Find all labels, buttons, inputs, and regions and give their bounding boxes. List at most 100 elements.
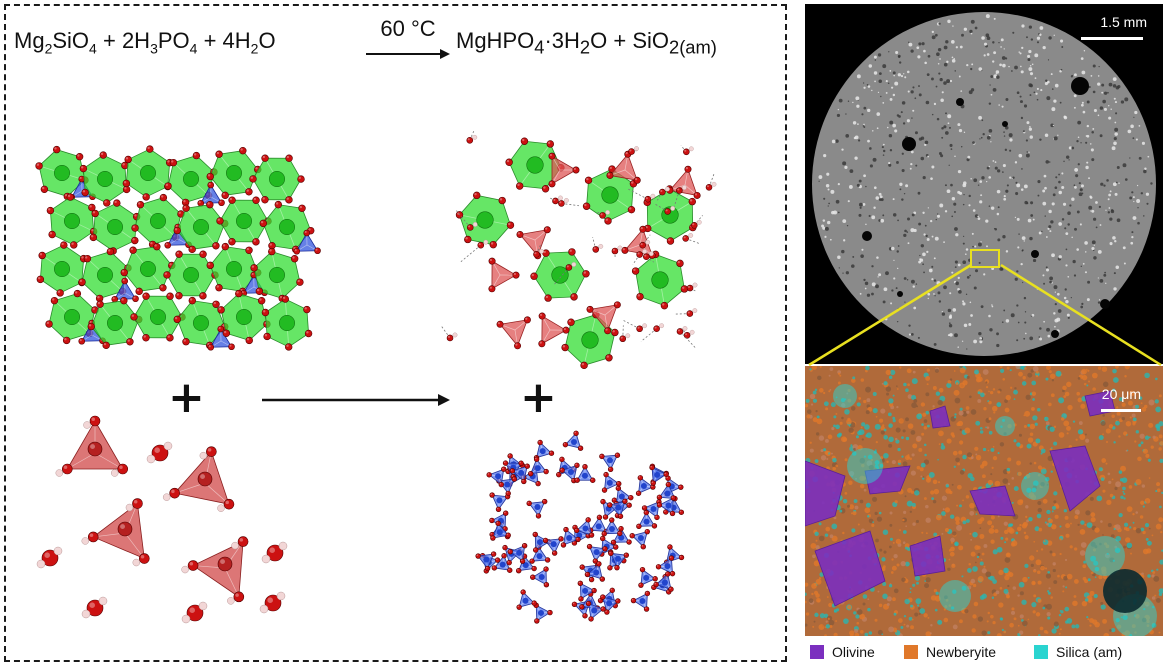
water-molecule (186, 604, 204, 622)
hydrogen-atom (276, 591, 286, 601)
oxygen-atom (466, 137, 474, 144)
hydrogen-atom (81, 537, 89, 545)
oxygen-atom (659, 188, 666, 196)
oxygen-atom (628, 148, 635, 155)
hydrogen-atom (605, 209, 610, 215)
p-tetrahedron (499, 319, 529, 347)
oxygen-atom (619, 335, 627, 343)
hydrogen-atom (199, 451, 208, 460)
plus-sign-left: + (168, 372, 205, 423)
oxygen-atom (636, 325, 643, 333)
hydrogen-atom (181, 614, 191, 624)
hydrogen-atom (227, 597, 235, 605)
olivine-grain (1049, 445, 1101, 512)
hydrogen-atom (217, 504, 225, 512)
oxygen-atom (592, 246, 600, 253)
hydrogen-atom (598, 243, 604, 249)
olivine-grain (969, 485, 1016, 517)
oxygen-atom (705, 184, 713, 191)
transformation-arrow-icon (262, 394, 450, 406)
hydrogen-atom (645, 239, 651, 245)
hydrogen-atom (692, 308, 698, 313)
oxygen-atom (477, 241, 485, 249)
hydrogen-atom (670, 206, 676, 211)
hydrogen-atom (146, 454, 156, 464)
hydrogen-atom (278, 541, 288, 551)
p-tetrahedron (589, 304, 618, 332)
ct-pore (897, 291, 903, 297)
zoom-connector (808, 263, 1162, 367)
reaction-arrow-icon (366, 49, 450, 59)
reactant-olivine: Mg2SiO4 (14, 28, 97, 57)
hydrogen-atom (642, 323, 648, 329)
hydrogen-atom (634, 146, 639, 151)
eds-scale-label: 20 μm (1101, 386, 1141, 402)
ct-pore (1071, 77, 1089, 95)
hydrogen-atom (36, 559, 46, 569)
hydrogen-atom (659, 323, 665, 329)
legend-item-newberyite: Newberyite (904, 644, 996, 660)
reactant-water: 4H2O (222, 28, 276, 57)
water-molecule (86, 599, 104, 617)
hydrogen-atom (642, 249, 648, 254)
oxygen-atom (664, 208, 671, 215)
olivine-grain (805, 460, 846, 527)
hydrogen-atom (163, 441, 173, 451)
oxygen-atom (533, 251, 540, 258)
reaction-schematic-panel (4, 4, 787, 662)
hydrogen-atom (162, 493, 171, 501)
legend-swatch (1034, 645, 1048, 659)
hydrogen-atom (132, 558, 141, 567)
oxygen-atom (565, 264, 573, 271)
hydrogen-atom (81, 609, 91, 619)
hydrogen-atom (472, 222, 478, 227)
oxygen-atom (611, 247, 619, 255)
hydrogen-atom (231, 541, 239, 550)
silica-region (939, 580, 971, 612)
olivine-grain (929, 405, 951, 429)
water-molecule (151, 444, 169, 462)
oxygen-atom (643, 253, 650, 261)
hydrogen-atom (83, 421, 91, 429)
hydrogen-atom (664, 186, 670, 192)
hydrogen-atom (692, 282, 698, 288)
ct-pore (956, 98, 964, 106)
hydrogen-atom (688, 233, 694, 238)
oxygen-atom (558, 200, 565, 207)
ct-scale-label: 1.5 mm (1100, 14, 1147, 30)
hydrogen-atom (650, 193, 656, 199)
hydrogen-atom (98, 596, 108, 606)
oxygen-atom (683, 148, 690, 156)
hydrogen-atom (688, 146, 694, 152)
oxygen-atom (636, 251, 643, 258)
oxygen-atom (686, 310, 694, 317)
oxygen-atom (676, 187, 683, 194)
eds-scale-bar (1101, 409, 1141, 412)
oxygen-atom (682, 235, 689, 242)
oxygen-atom (683, 331, 691, 339)
oxygen-atom (686, 284, 694, 292)
hydrogen-atom (682, 326, 688, 331)
hydrogen-atom (110, 469, 119, 477)
hydrogen-atom (181, 565, 189, 574)
ct-pore (1031, 250, 1039, 258)
olivine-structure-image (35, 145, 321, 351)
hydrogen-atom (472, 134, 478, 140)
hydrogen-atom (711, 181, 717, 187)
hydrogen-atom (689, 329, 695, 335)
zoom-region-box (970, 249, 1000, 268)
reaction-condition: 60 °C (380, 16, 436, 41)
silica-region (833, 384, 857, 408)
hydrogen-atom (571, 262, 577, 267)
legend-swatch (810, 645, 824, 659)
pore-region (1103, 569, 1147, 613)
plus-sign-right: + (520, 372, 557, 423)
water-molecule (41, 549, 59, 567)
hydrogen-atom (648, 251, 654, 257)
ct-scale-bar (1081, 37, 1143, 40)
hydrogen-atom (452, 332, 458, 338)
oxygen-atom (676, 328, 684, 335)
hydrogen-atom (539, 248, 544, 254)
oxygen-atom (653, 325, 660, 332)
olivine-grain (814, 530, 886, 607)
